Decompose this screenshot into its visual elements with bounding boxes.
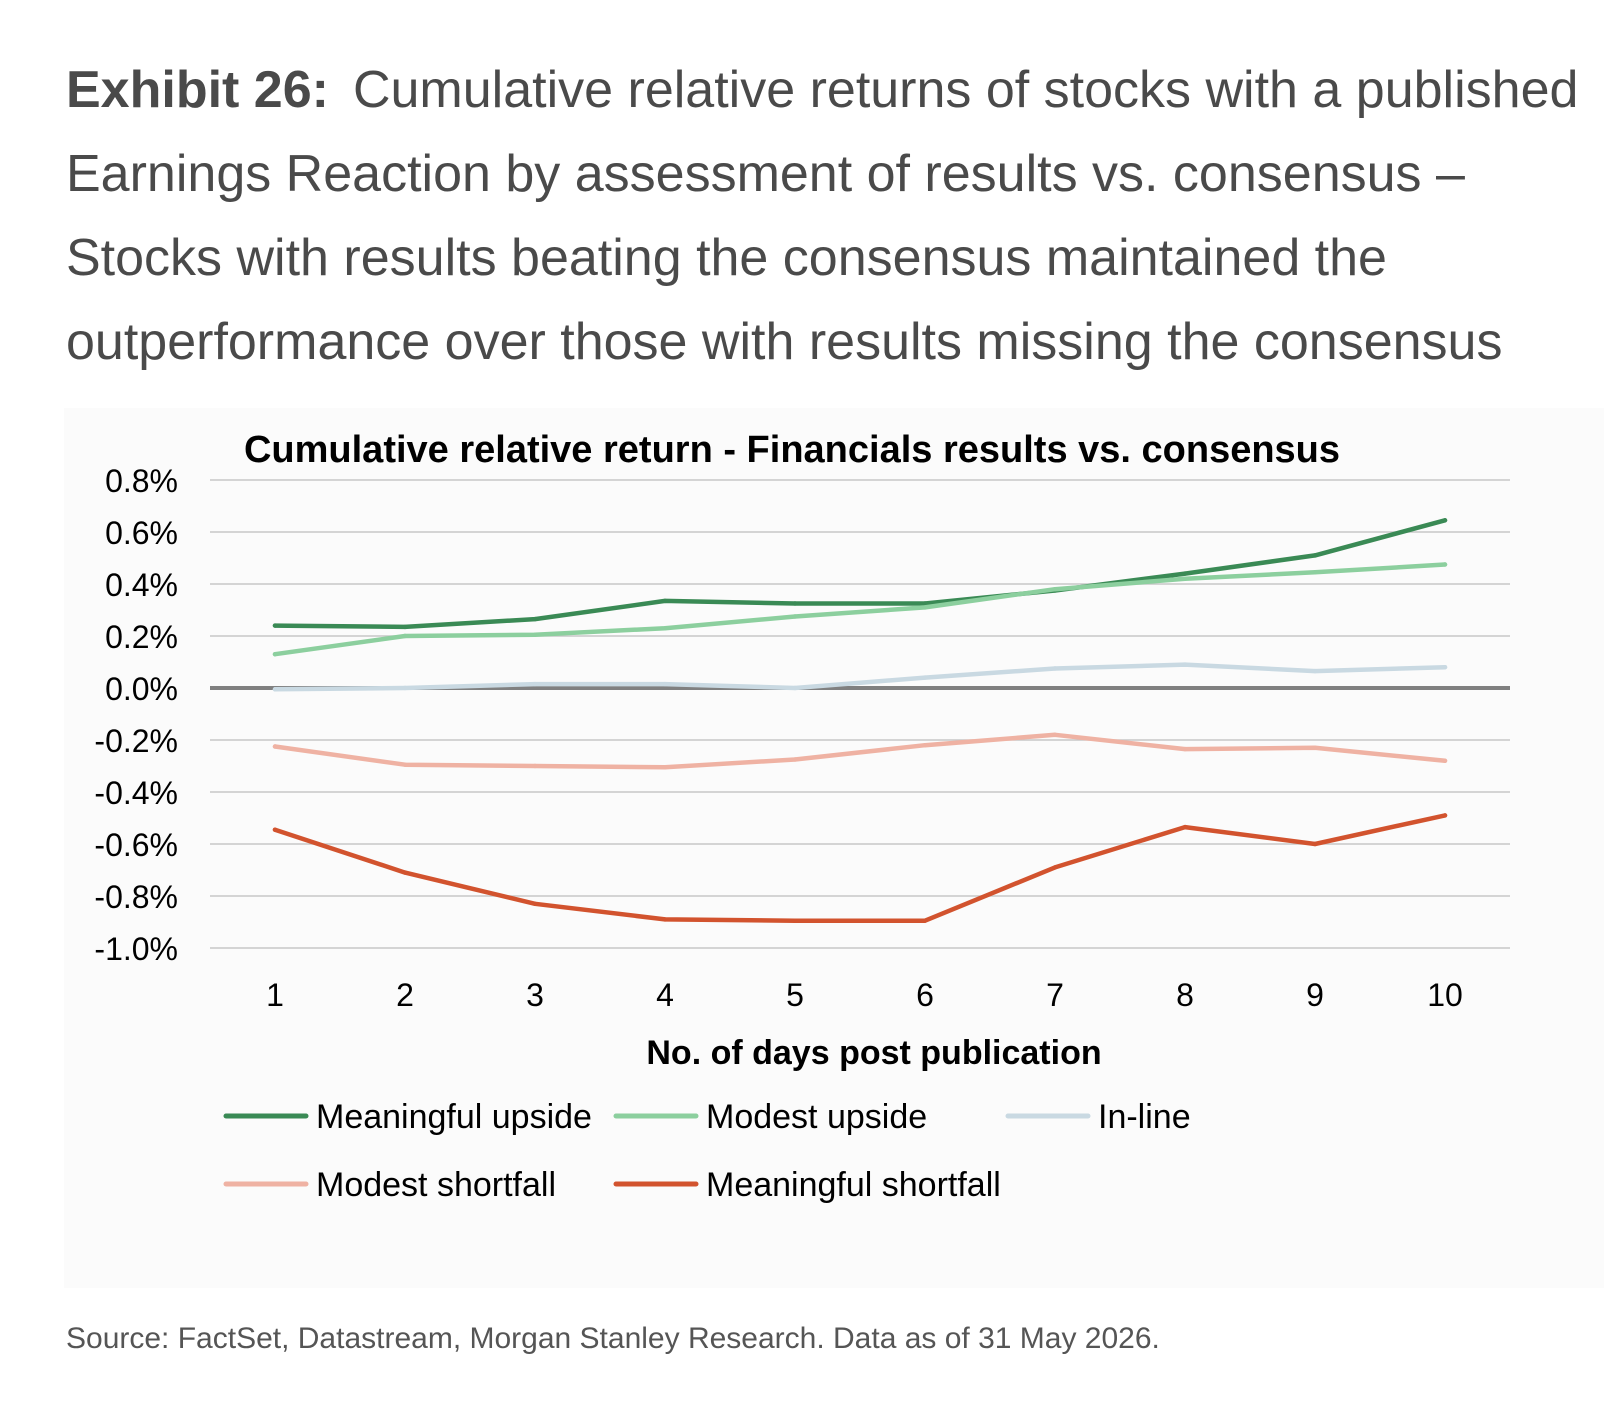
- data-point-meaningful-shortfall: [272, 827, 278, 832]
- data-point-in-line: [1182, 662, 1188, 667]
- data-point-modest-upside: [402, 633, 408, 639]
- legend-label-meaningful-upside: Meaningful upside: [316, 1098, 592, 1136]
- data-point-modest-shortfall: [1052, 732, 1058, 737]
- data-point-meaningful-upside: [532, 616, 538, 622]
- data-point-modest-shortfall: [1442, 758, 1448, 763]
- data-point-modest-shortfall: [532, 763, 538, 769]
- x-tick-label: 8: [1176, 977, 1194, 1013]
- data-point-meaningful-shortfall: [792, 918, 798, 923]
- x-tick-label: 7: [1046, 977, 1064, 1013]
- exhibit-title: Cumulative relative returns of stocks wi…: [66, 61, 1579, 371]
- x-tick-label: 5: [786, 977, 804, 1013]
- data-point-modest-upside: [1312, 570, 1318, 575]
- data-point-in-line: [662, 681, 668, 687]
- x-tick-label: 3: [526, 977, 544, 1013]
- source-note: Source: FactSet, Datastream, Morgan Stan…: [66, 1322, 1160, 1355]
- series-line-modest-shortfall: [272, 732, 1448, 770]
- data-point-meaningful-upside: [1182, 571, 1188, 576]
- data-point-meaningful-upside: [402, 624, 408, 630]
- data-point-in-line: [1442, 665, 1448, 670]
- data-point-meaningful-upside: [1442, 518, 1448, 523]
- y-tick-label: -0.2%: [94, 723, 178, 759]
- legend-label-modest-upside: Modest upside: [706, 1098, 927, 1136]
- chart-title: Cumulative relative return - Financials …: [244, 429, 1340, 471]
- data-point-meaningful-shortfall: [1312, 841, 1318, 847]
- data-point-in-line: [922, 675, 928, 680]
- y-tick-label: 0.4%: [105, 567, 178, 603]
- data-point-meaningful-upside: [272, 623, 278, 628]
- data-point-meaningful-upside: [662, 598, 668, 604]
- x-tick-label: 10: [1427, 977, 1463, 1013]
- data-point-modest-shortfall: [792, 757, 798, 762]
- data-point-meaningful-upside: [1312, 553, 1318, 558]
- series-line-meaningful-shortfall: [272, 813, 1448, 923]
- data-point-in-line: [532, 681, 538, 687]
- y-tick-label: -0.4%: [94, 775, 178, 811]
- x-tick-label: 2: [396, 977, 414, 1013]
- data-point-modest-upside: [662, 626, 668, 631]
- data-point-in-line: [1312, 668, 1318, 674]
- y-tick-label: -1.0%: [94, 931, 178, 967]
- data-point-meaningful-shortfall: [532, 901, 538, 906]
- data-point-modest-upside: [532, 632, 538, 637]
- data-point-modest-shortfall: [662, 765, 668, 770]
- series-line-modest-upside: [272, 562, 1448, 657]
- exhibit-label: Exhibit 26:: [66, 61, 329, 119]
- exhibit-heading: Exhibit 26: Cumulative relative returns o…: [66, 48, 1586, 384]
- chart-panel: Cumulative relative return - Financials …: [64, 408, 1604, 1288]
- data-point-modest-upside: [1442, 562, 1448, 567]
- x-tick-label: 6: [916, 977, 934, 1013]
- x-tick-label: 9: [1306, 977, 1324, 1013]
- data-point-modest-shortfall: [1312, 745, 1318, 750]
- y-tick-label: -0.8%: [94, 879, 178, 915]
- y-tick-label: -0.6%: [94, 827, 178, 863]
- x-tick-label: 4: [656, 977, 674, 1013]
- data-point-modest-shortfall: [922, 743, 928, 748]
- y-tick-label: 0.8%: [105, 463, 178, 499]
- legend-label-in-line: In-line: [1098, 1098, 1191, 1136]
- y-tick-label: 0.0%: [105, 671, 178, 707]
- x-tick-label: 1: [266, 977, 284, 1013]
- y-tick-label: 0.6%: [105, 515, 178, 551]
- data-point-in-line: [272, 687, 278, 692]
- data-point-modest-upside: [1052, 587, 1058, 592]
- data-point-meaningful-upside: [922, 601, 928, 606]
- data-point-modest-shortfall: [1182, 746, 1188, 752]
- x-axis-title: No. of days post publication: [646, 1034, 1101, 1072]
- data-point-modest-shortfall: [402, 762, 408, 767]
- series-line-in-line: [272, 662, 1448, 692]
- series-line-meaningful-upside: [272, 518, 1448, 630]
- legend-label-meaningful-shortfall: Meaningful shortfall: [706, 1166, 1001, 1204]
- data-point-modest-upside: [922, 605, 928, 610]
- data-point-meaningful-shortfall: [1442, 813, 1448, 818]
- data-point-modest-upside: [1182, 576, 1188, 581]
- data-point-meaningful-shortfall: [662, 917, 668, 922]
- data-point-modest-upside: [792, 614, 798, 619]
- data-point-meaningful-shortfall: [1182, 824, 1188, 830]
- data-point-modest-shortfall: [272, 744, 278, 749]
- data-point-modest-upside: [272, 652, 278, 657]
- legend-label-modest-shortfall: Modest shortfall: [316, 1166, 556, 1204]
- line-chart: Cumulative relative return - Financials …: [94, 429, 1510, 1204]
- data-point-in-line: [402, 685, 408, 691]
- y-tick-label: 0.2%: [105, 619, 178, 655]
- data-point-meaningful-shortfall: [922, 918, 928, 923]
- data-point-in-line: [792, 685, 798, 691]
- data-point-meaningful-shortfall: [402, 870, 408, 875]
- data-point-meaningful-shortfall: [1052, 865, 1058, 870]
- data-point-meaningful-upside: [792, 601, 798, 606]
- data-point-in-line: [1052, 666, 1058, 671]
